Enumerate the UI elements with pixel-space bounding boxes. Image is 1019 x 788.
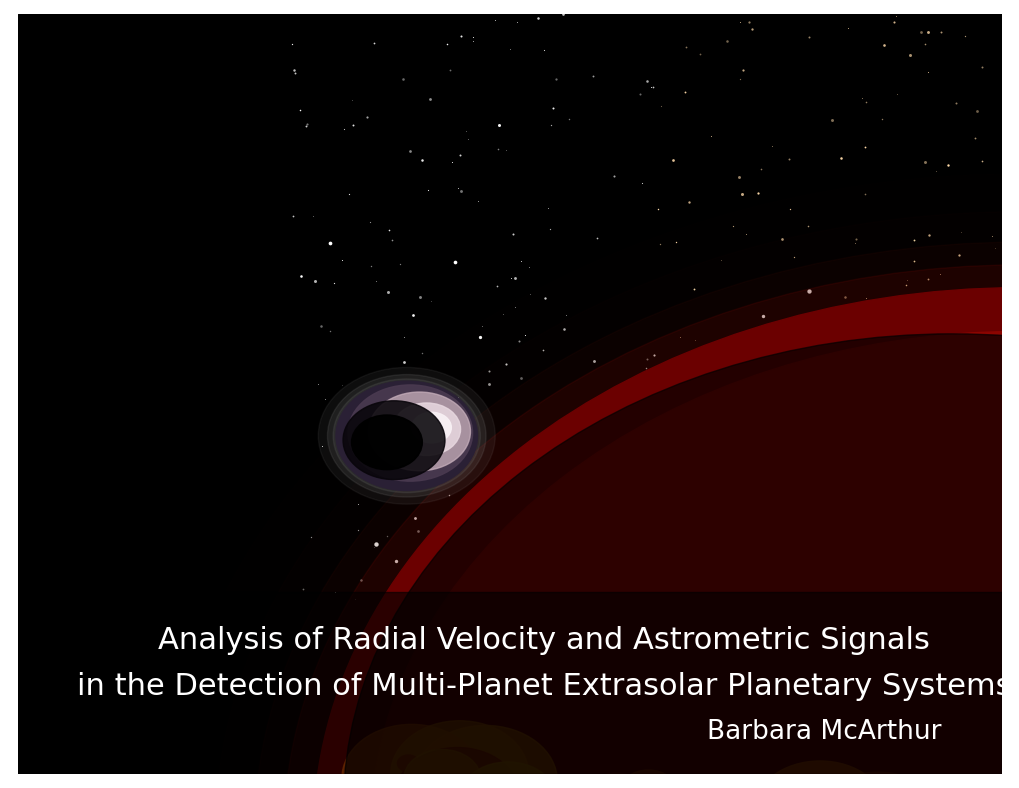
Circle shape — [318, 367, 495, 504]
Circle shape — [347, 385, 472, 481]
Circle shape — [413, 726, 556, 788]
Circle shape — [585, 773, 647, 788]
Circle shape — [788, 781, 826, 788]
Circle shape — [618, 770, 678, 788]
Circle shape — [313, 288, 1019, 788]
Circle shape — [412, 412, 451, 443]
Circle shape — [918, 778, 1019, 788]
Circle shape — [323, 782, 449, 788]
Circle shape — [327, 374, 486, 497]
Circle shape — [663, 779, 689, 788]
Circle shape — [397, 755, 419, 771]
Circle shape — [404, 749, 481, 788]
Circle shape — [352, 415, 422, 470]
Circle shape — [751, 761, 888, 788]
Circle shape — [343, 334, 1019, 788]
Circle shape — [425, 786, 491, 788]
Text: Analysis of Radial Velocity and Astrometric Signals: Analysis of Radial Velocity and Astromet… — [158, 626, 929, 656]
Circle shape — [392, 403, 461, 455]
Circle shape — [390, 721, 528, 788]
Circle shape — [394, 748, 520, 788]
Circle shape — [370, 332, 1019, 788]
Text: Barbara McArthur: Barbara McArthur — [707, 719, 941, 745]
Bar — [18, 592, 1001, 774]
Circle shape — [368, 392, 470, 470]
Circle shape — [808, 772, 947, 788]
Circle shape — [333, 379, 480, 492]
Circle shape — [335, 381, 477, 490]
Circle shape — [612, 782, 633, 788]
Circle shape — [399, 781, 475, 788]
Circle shape — [254, 242, 1019, 788]
Circle shape — [437, 760, 485, 788]
Circle shape — [341, 724, 481, 788]
Circle shape — [342, 401, 444, 480]
Circle shape — [215, 212, 1019, 788]
Circle shape — [459, 762, 556, 788]
Text: in the Detection of Multi-Planet Extrasolar Planetary Systems: in the Detection of Multi-Planet Extraso… — [77, 672, 1011, 701]
Circle shape — [283, 265, 1019, 788]
